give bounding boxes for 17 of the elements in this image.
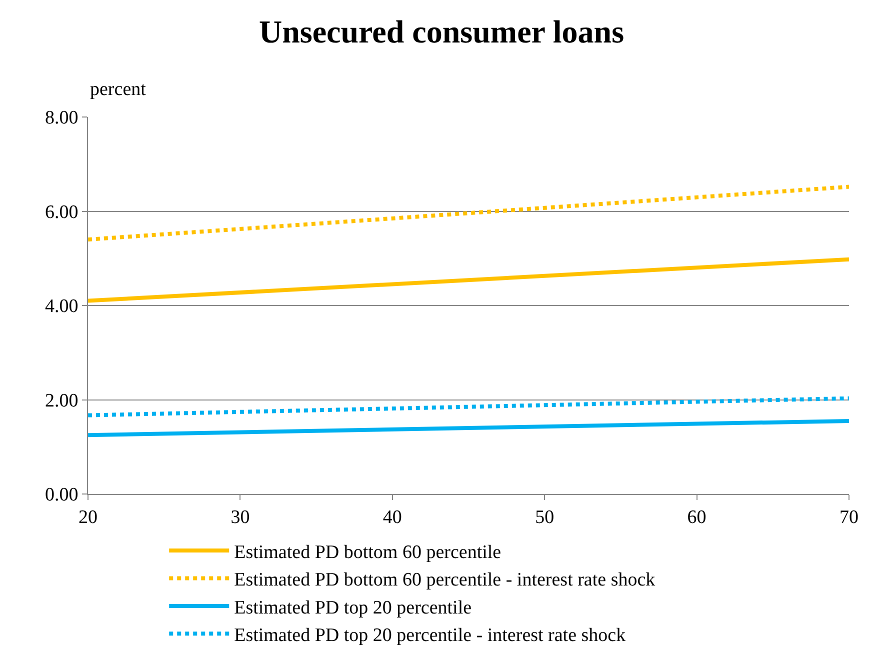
legend-label: Estimated PD top 20 percentile - interest rate shock: [234, 625, 626, 646]
x-tick-label: 30: [230, 506, 250, 528]
y-tick-label: 6.00: [44, 202, 78, 223]
x-tick-label: 70: [840, 506, 858, 528]
legend-label: Estimated PD top 20 percentile: [234, 597, 472, 618]
y-axis-title: percent: [90, 79, 147, 100]
y-tick-label: 0.00: [44, 484, 78, 506]
y-tick-label: 8.00: [44, 108, 78, 129]
legend-label: Estimated PD bottom 60 percentile: [234, 542, 502, 563]
x-tick-label: 20: [78, 506, 98, 528]
y-tick-label: 4.00: [44, 296, 78, 318]
x-tick-label: 60: [687, 506, 706, 528]
y-tick-label: 2.00: [44, 390, 78, 412]
legend-label: Estimated PD bottom 60 percentile - interest rate shock: [234, 570, 656, 591]
x-tick-label: 40: [382, 506, 402, 528]
x-tick-label: 50: [535, 506, 554, 528]
chart-title: Unsecured consumer loans: [258, 13, 624, 50]
